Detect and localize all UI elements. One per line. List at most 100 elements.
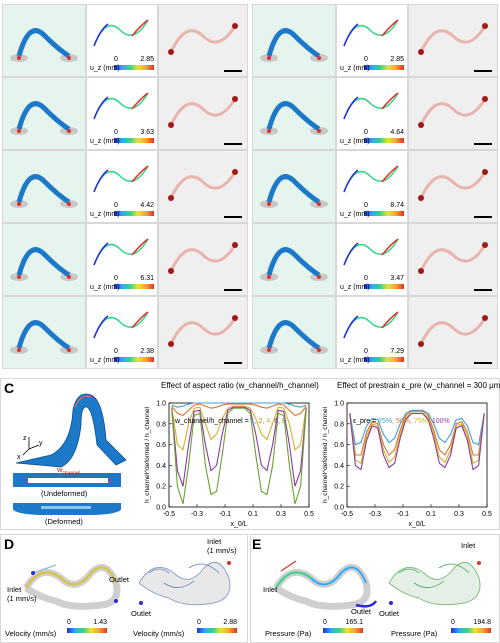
pressure-left-colorbar: 0 165.1 bbox=[323, 619, 363, 639]
plot2-legend-entry-0: 25%, bbox=[378, 418, 396, 425]
plot1-series-1 bbox=[171, 402, 307, 408]
plot2-legend-entry-2: 75%, bbox=[414, 418, 432, 425]
pressure-left-label: Pressure (Pa) bbox=[265, 629, 312, 638]
panel-d: Inlet (1 mm/s) Outlet Inlet (1 mm/s) Out… bbox=[0, 534, 248, 643]
panel-b-row-3-colorbar-unit: u_z (mm) bbox=[340, 211, 370, 218]
panel-a-row-2-photo bbox=[158, 77, 248, 150]
panel-b-row-3-displacement-curve bbox=[343, 165, 399, 193]
panel-b-row-2-colorbar-unit: u_z (mm) bbox=[340, 138, 370, 145]
panel-a-row-4-displacement-curve bbox=[93, 238, 149, 266]
panel-a-row-2-photo-sample bbox=[168, 96, 238, 128]
panel-b-row-4-colorbar-unit: u_z (mm) bbox=[340, 284, 370, 291]
outlet-right-d: Outlet bbox=[131, 609, 152, 618]
panel-a-row-4-photo-sample bbox=[168, 242, 238, 274]
panel-a-row-4-simulation bbox=[2, 223, 86, 296]
plot1-legend-entry-4: 8 bbox=[282, 418, 286, 425]
plot2-series-100% bbox=[349, 412, 485, 471]
plot1-series-6 bbox=[171, 406, 307, 487]
panel-a-row-5-ribbon-icon bbox=[10, 320, 78, 354]
plot2-xlabel: x_0/L bbox=[408, 521, 425, 528]
velocity-left-colorbar: 0 1.43 bbox=[67, 619, 107, 639]
plot1-legend: w_channel/h_channel = 1, 2, 4, 6, 8 bbox=[174, 418, 286, 425]
panel-letter-e: E bbox=[252, 536, 262, 552]
channel-slot bbox=[27, 477, 109, 484]
plot1-series-8 bbox=[171, 407, 307, 505]
axes-triad-icon bbox=[22, 437, 40, 456]
panel-b-row-2-displacement-curve bbox=[343, 92, 399, 120]
panel-e: Inlet Outlet Inlet Outlet 0 165.1 Pressur… bbox=[250, 534, 500, 643]
plot2-title: Effect of prestrain ε_pre (w_channel = 3… bbox=[337, 381, 500, 390]
plot2-legend: ε_pre = 25%, 50%, 75%, 100% bbox=[353, 418, 450, 425]
panel-b-row-1-scale-bar bbox=[474, 70, 492, 72]
panel-a-row-4-colorbar-unit: u_z (mm) bbox=[90, 284, 120, 291]
plot2-ytick-label-5: 1.0 bbox=[334, 401, 344, 408]
panel-b-row-5-scale-bar bbox=[474, 362, 492, 364]
panel-a-row-5-scale-bar bbox=[224, 362, 242, 364]
plot1-xtick-label-5: 0.5 bbox=[304, 511, 314, 518]
plot1-xtick-label-4: 0.3 bbox=[276, 511, 286, 518]
plot1-ytick-label-2: 0.4 bbox=[156, 463, 166, 470]
panel-b-row-5-displacement bbox=[336, 296, 408, 369]
inlet-right-e: Inlet bbox=[461, 541, 476, 550]
panel-b-row-5-colorbar-unit: u_z (mm) bbox=[340, 357, 370, 364]
plot2-xtick-label-5: 0.5 bbox=[482, 511, 492, 518]
velocity-left-label: Velocity (mm/s) bbox=[5, 629, 57, 638]
pressure-right-device bbox=[388, 561, 481, 606]
panel-b-row-4-photo-sample bbox=[418, 242, 488, 274]
panel-b-row-2-photo bbox=[408, 77, 498, 150]
ribbon-illustration: z y x bbox=[15, 393, 127, 468]
panel-a-row-2-displacement-curve bbox=[93, 92, 149, 120]
panel-b-row-5-colorbar: 0 7.29 bbox=[364, 348, 404, 368]
velocity-right-label: Velocity (mm/s) bbox=[133, 629, 185, 638]
svg-text:x: x bbox=[17, 454, 21, 461]
panel-a-row-3-displacement-curve bbox=[93, 165, 149, 193]
panel-a-row-5-displacement-curve bbox=[93, 311, 149, 339]
plot2-ytick-label-4: 0.8 bbox=[334, 421, 344, 428]
outlet-right-e: Outlet bbox=[379, 609, 400, 618]
panel-a-row-2-ribbon-icon bbox=[10, 101, 78, 135]
plot1-legend-entry-3: 6, bbox=[274, 418, 282, 425]
pressure-left-device bbox=[272, 560, 378, 610]
plot1-legend-entry-2: 4, bbox=[266, 418, 274, 425]
plot2-ytick-label-1: 0.2 bbox=[334, 484, 344, 491]
velocity-right-colorbar: 0 2.88 bbox=[197, 619, 237, 639]
panel-b-row-1-colorbar-unit: u_z (mm) bbox=[340, 65, 370, 72]
deformed-section bbox=[13, 503, 121, 515]
panel-b-row-3-displacement bbox=[336, 150, 408, 223]
panel-letter-c: C bbox=[4, 380, 15, 396]
panel-a-row-5-photo bbox=[158, 296, 248, 369]
panel-a-row-2-colorbar-unit: u_z (mm) bbox=[90, 138, 120, 145]
panel-a-row-3-colorbar: 0 4.42 bbox=[114, 202, 154, 222]
plot2-ytick-label-2: 0.4 bbox=[334, 463, 344, 470]
panel-b-row-1-colorbar: 0 2.85 bbox=[364, 56, 404, 76]
plot1-xtick-label-3: 0.1 bbox=[248, 511, 258, 518]
prestrain-plot: -0.5 -0.3 -0.1 0.1 0.3 0.5 0.0 0.2 0.4 0.6 0.8 1.0 x… bbox=[322, 401, 492, 529]
panel-b-row-4-scale-bar bbox=[474, 289, 492, 291]
plot1-xtick-label-2: -0.1 bbox=[219, 511, 231, 518]
panel-b-row-3-photo bbox=[408, 150, 498, 223]
panel-a-row-3-photo-sample bbox=[168, 169, 238, 201]
panel-b-row-1-photo bbox=[408, 4, 498, 77]
plot2-axes-frame bbox=[346, 402, 488, 508]
plot2-series-50% bbox=[349, 410, 485, 456]
panel-b-row-4-displacement-curve bbox=[343, 238, 399, 266]
panel-a-row-2-colorbar: 0 3.63 bbox=[114, 129, 154, 149]
plot2-series-25% bbox=[349, 409, 485, 446]
plot2-ytick-label-3: 0.6 bbox=[334, 442, 344, 449]
panel-a-row-2-scale-bar bbox=[224, 143, 242, 145]
deformed-channel bbox=[41, 506, 91, 509]
panel-b-row-5-photo-sample bbox=[418, 315, 488, 347]
panel-b-row-1-displacement bbox=[336, 4, 408, 77]
panel-a-row-1-simulation bbox=[2, 4, 86, 77]
panel-b-row-1-simulation bbox=[252, 4, 336, 77]
inlet-left-e: Inlet bbox=[263, 585, 278, 594]
panel-b-row-1-displacement-curve bbox=[343, 19, 399, 47]
deformed-label: (Deformed) bbox=[45, 517, 83, 526]
plot1-series-4 bbox=[171, 405, 307, 451]
plot1-ylabel: h_channel^deformed / h_channel bbox=[144, 406, 151, 502]
panel-letter-d: D bbox=[4, 536, 15, 552]
panel-b-row-5-simulation bbox=[252, 296, 336, 369]
velocity-right-device bbox=[138, 561, 231, 606]
panel-b-row-2-colorbar: 0 4.64 bbox=[364, 129, 404, 149]
panel-b-row-3-photo-sample bbox=[418, 169, 488, 201]
